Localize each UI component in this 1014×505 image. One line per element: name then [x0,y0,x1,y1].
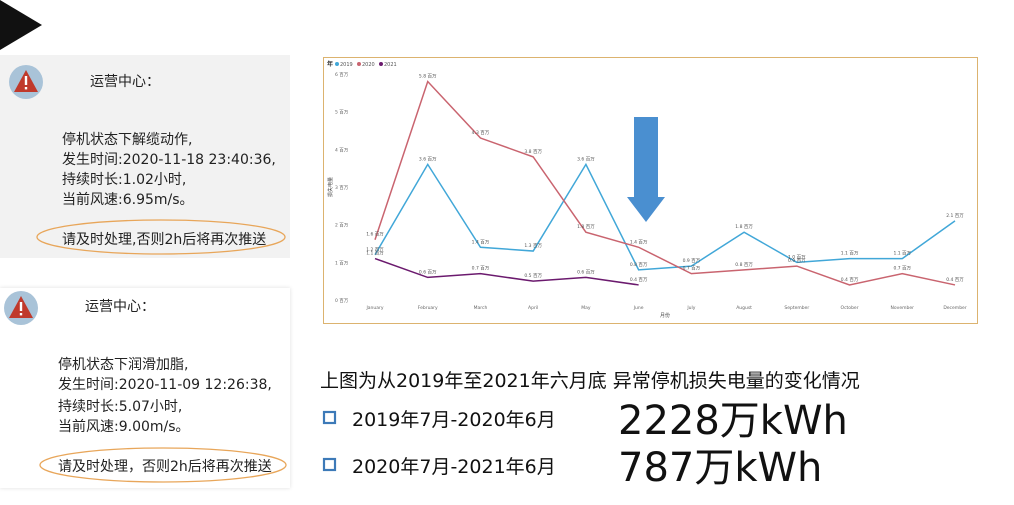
x-axis-label: 月份 [660,312,670,319]
card-line: 持续时长:5.07小时, [58,399,183,415]
legend-label: 2020 [362,62,375,68]
legend-marker [357,62,361,66]
summary-caption: 上图为从2019年至2021年六月底 异常停机损失电量的变化情况 [320,370,860,392]
alert-card: 运营中心： 停机状态下解缆动作, 发生时间:2020-11-18 23:40:3… [0,55,290,258]
bullet [322,457,337,472]
x-tick-label: May [581,305,591,311]
data-label: 0.4 百万 [630,277,648,283]
alert-icon [4,291,38,325]
card-line: 当前风速:9.00m/s。 [58,419,190,435]
corner-triangle [0,0,42,50]
legend-label: 2021 [384,62,397,68]
card-action: 请及时处理,否则2h后将再次推送 [62,232,267,248]
data-label: 1.1 百万 [366,251,384,257]
data-label: 1.2 百万 [366,247,384,253]
series-line [374,162,956,271]
data-label: 0.4 百万 [946,277,964,283]
data-label: 1.6 百万 [366,232,384,238]
period: 2020年7月-2021年6月 [352,456,556,478]
data-label: 1.3 百万 [524,243,542,249]
legend-marker [335,62,339,66]
legend-title: 年 [327,60,333,68]
legend-label: 2019 [340,62,353,68]
x-tick-label: September [784,305,809,311]
card-action: 请及时处理，否则2h后将再次推送 [58,459,272,475]
down-arrow [627,117,665,222]
data-label: 0.6 百万 [577,269,595,275]
highlight-oval [39,447,287,483]
card-line: 发生时间:2020-11-09 12:26:38, [58,377,272,393]
series-line [374,80,956,286]
x-tick-label: October [841,305,859,311]
y-tick-label: 1 百万 [335,260,349,266]
y-tick-label: 3 百万 [335,185,349,191]
data-label: 1.4 百万 [472,239,490,245]
x-tick-label: August [736,305,752,311]
card-line: 当前风速:6.95m/s。 [62,192,194,208]
data-label: 1.8 百万 [577,224,595,230]
amount: 787万kWh [618,445,823,491]
data-label: 3.6 百万 [419,156,437,162]
data-label: 0.9 百万 [788,258,806,264]
y-tick-label: 0 百万 [335,298,349,304]
y-tick-label: 4 百万 [335,147,349,153]
bullet [322,410,337,425]
data-label: 0.5 百万 [524,273,542,279]
y-tick-label: 6 百万 [335,72,349,78]
data-label: 3.8 百万 [524,149,542,155]
x-tick-label: December [943,305,966,311]
data-label: 2.1 百万 [946,213,964,219]
data-label: 0.7 百万 [472,266,490,272]
data-label: 0.6 百万 [419,269,437,275]
amount: 2228万kWh [618,398,848,444]
card-line: 停机状态下解缆动作, [62,132,193,148]
x-tick-label: February [418,305,438,311]
data-label: 4.3 百万 [472,130,490,136]
x-tick-label: November [891,305,915,311]
y-tick-label: 5 百万 [335,110,349,116]
data-label: 0.4 百万 [841,277,859,283]
alert-icon [9,65,43,99]
y-axis-label: 损失电量 [327,177,334,197]
legend-marker [379,62,383,66]
data-label: 0.8 百万 [735,262,753,268]
data-label: 1.1 百万 [841,251,859,257]
data-label: 0.9 百万 [683,258,701,264]
x-tick-label: July [686,305,695,311]
data-label: 3.6 百万 [577,156,595,162]
y-tick-label: 2 百万 [335,223,349,229]
data-label: 1.4 百万 [630,239,648,245]
data-label: 1.8 百万 [735,224,753,230]
x-tick-label: June [633,305,644,311]
period: 2019年7月-2020年6月 [352,409,556,431]
card-title: 运营中心： [85,299,155,315]
data-label: 0.7 百万 [683,266,701,272]
data-label: 5.8 百万 [419,74,437,80]
card-line: 停机状态下润滑加脂, [58,357,189,373]
highlight-oval [36,219,286,255]
data-label: 1.0 百万 [788,254,806,260]
card-title: 运营中心： [90,74,160,90]
alert-card: 运营中心： 停机状态下润滑加脂, 发生时间:2020-11-09 12:26:3… [0,288,290,488]
x-tick-label: January [365,305,383,311]
card-line: 持续时长:1.02小时, [62,172,187,188]
data-label: 1.1 百万 [893,251,911,257]
series-line [374,257,639,286]
x-tick-label: March [474,305,488,311]
data-label: 0.7 百万 [893,266,911,272]
data-label: 0.8 百万 [630,262,648,268]
x-tick-label: April [528,305,538,311]
card-line: 发生时间:2020-11-18 23:40:36, [62,152,276,168]
